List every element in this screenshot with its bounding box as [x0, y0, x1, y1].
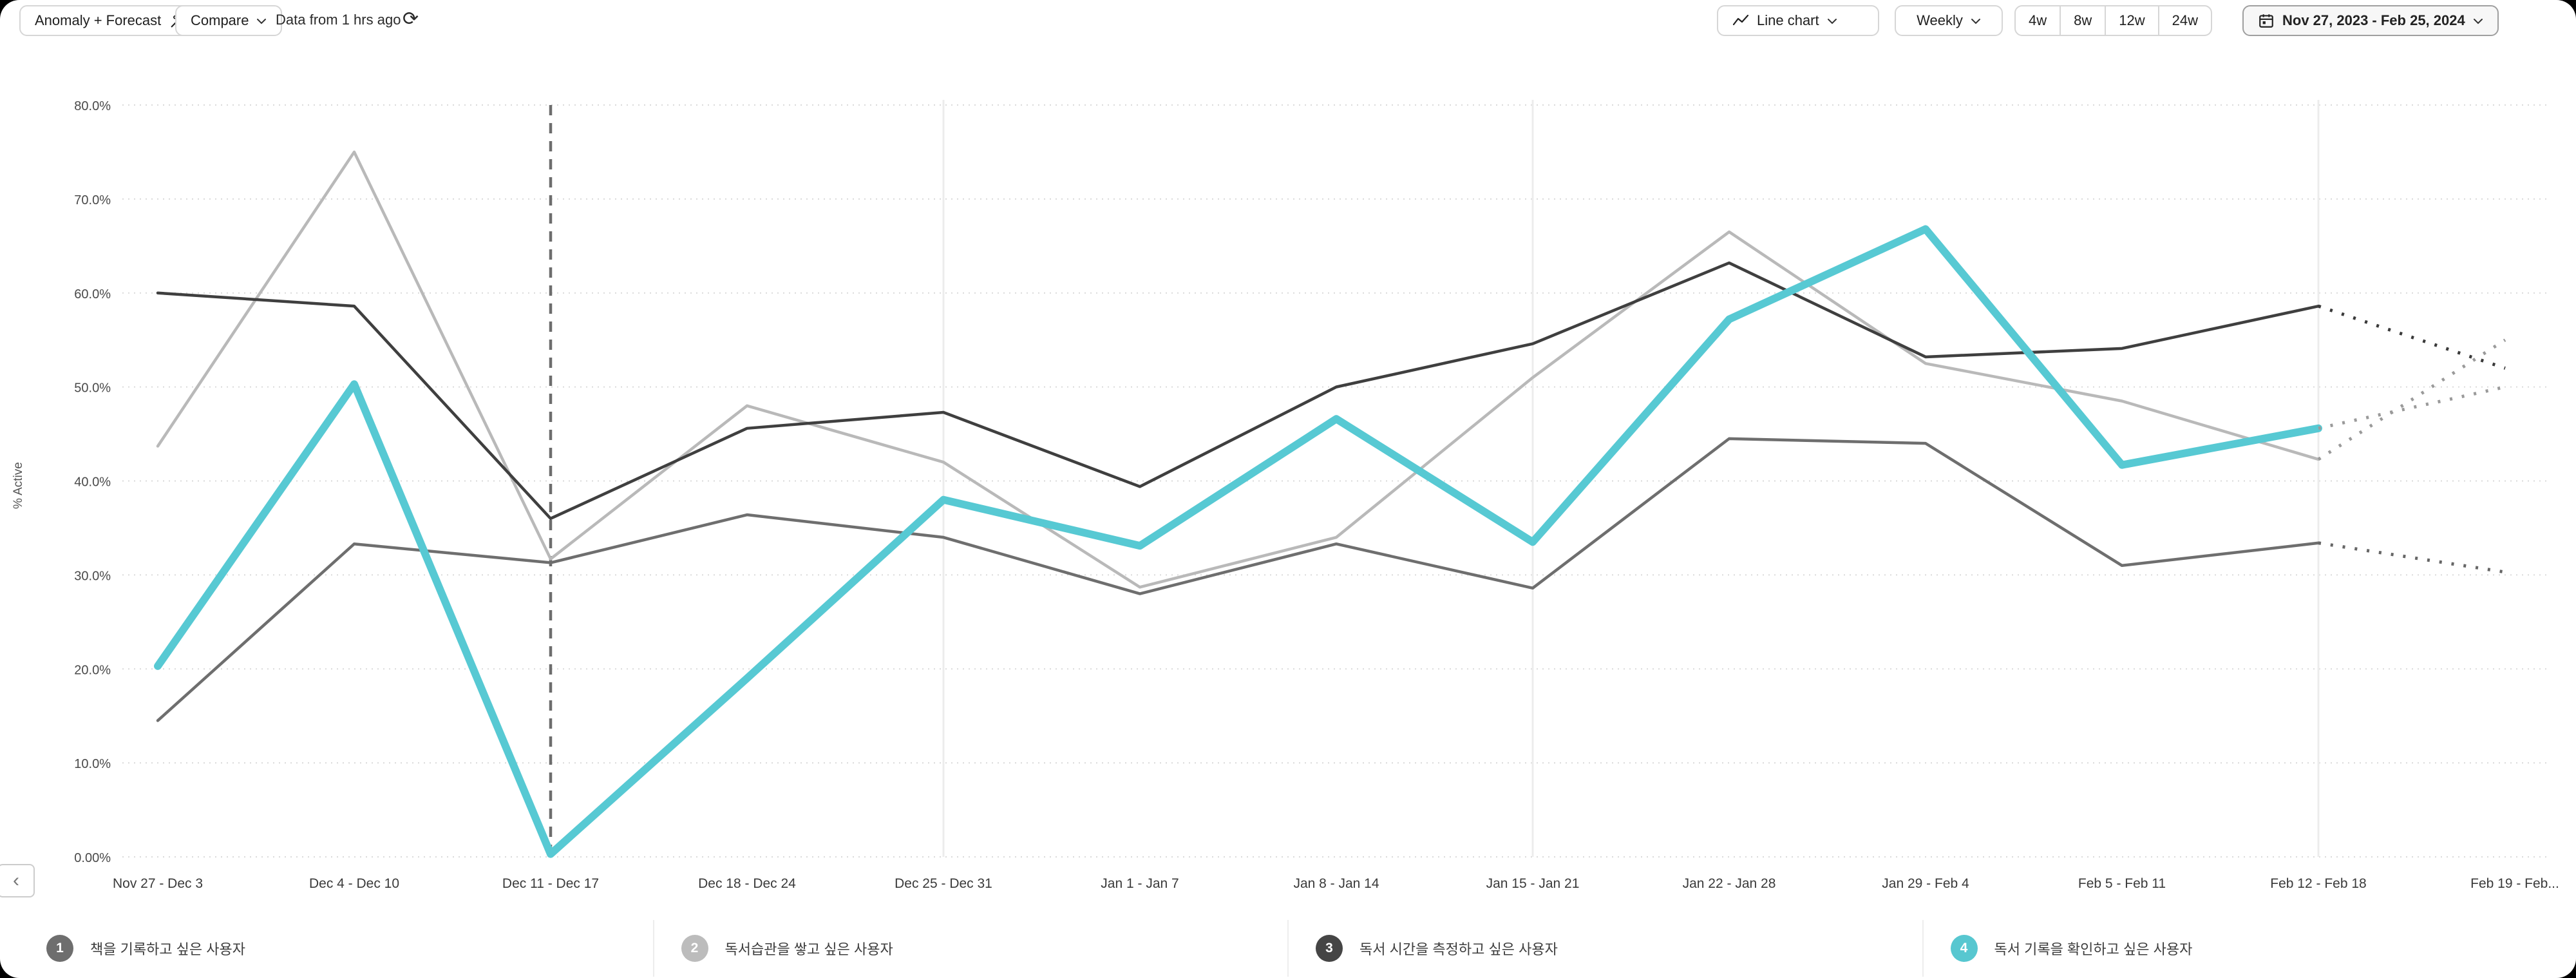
compare-label: Compare — [191, 12, 249, 28]
chevron-down-icon — [1827, 18, 1837, 24]
forecast-line-3 — [2318, 304, 2506, 370]
x-axis-tick-label: Jan 8 - Jan 14 — [1293, 876, 1379, 891]
x-axis-tick-label: Dec 4 - Dec 10 — [309, 876, 399, 891]
x-axis-tick-label: Jan 1 - Jan 7 — [1101, 876, 1179, 891]
x-axis-tick-label: Feb 12 - Feb 18 — [2270, 876, 2366, 891]
collapse-panel-button[interactable]: ‹ — [0, 864, 35, 897]
legend-item-2[interactable]: 2 독서습관을 쌓고 싶은 사용자 — [652, 920, 1288, 977]
line-chart-icon — [1732, 14, 1749, 28]
legend-label-1: 책을 기록하고 싶은 사용자 — [90, 941, 245, 957]
y-axis-tick-label: 0.00% — [74, 851, 111, 865]
forecast-line-4 — [2318, 385, 2506, 430]
range-preset-4w[interactable]: 4w — [2029, 12, 2047, 28]
range-preset-group: 4w 8w 12w 24w — [2014, 5, 2212, 36]
x-axis-tick-label: Jan 29 - Feb 4 — [1882, 876, 1969, 891]
legend-label-4: 독서 기록을 확인하고 싶은 사용자 — [1994, 941, 2193, 957]
y-axis-tick-label: 30.0% — [74, 569, 111, 583]
series-line-2[interactable] — [156, 150, 2320, 589]
legend-badge-3: 3 — [1316, 935, 1343, 962]
range-preset-24w[interactable]: 24w — [2157, 6, 2211, 35]
compare-button[interactable]: Compare — [175, 5, 283, 36]
legend-item-1[interactable]: 1 책을 기록하고 싶은 사용자 — [19, 920, 653, 977]
forecast-line-1 — [2318, 541, 2506, 574]
range-preset-12w[interactable]: 12w — [2105, 6, 2157, 35]
y-axis-tick-label: 40.0% — [74, 475, 111, 490]
chevron-left-icon: ‹ — [13, 870, 19, 891]
chevron-down-icon — [256, 18, 267, 24]
y-axis-tick-label: 20.0% — [74, 663, 111, 677]
y-axis-tick-label: 80.0% — [74, 99, 111, 113]
series-line-4[interactable] — [154, 225, 2322, 858]
calendar-icon — [2258, 12, 2275, 29]
refresh-icon[interactable]: ⟳ — [402, 8, 419, 30]
anomaly-forecast-label: Anomaly + Forecast — [35, 12, 162, 28]
y-axis-tick-label: 10.0% — [74, 757, 111, 771]
series-line-3[interactable] — [156, 261, 2320, 521]
date-range-label: Nov 27, 2023 - Feb 25, 2024 — [2282, 12, 2465, 28]
chevron-down-icon — [1971, 18, 1981, 24]
y-axis-tick-label: 60.0% — [74, 287, 111, 302]
granularity-label: Weekly — [1917, 12, 1963, 28]
series-legend: 1 책을 기록하고 싶은 사용자 2 독서습관을 쌓고 싶은 사용자 3 독서 … — [19, 920, 2557, 977]
x-axis-tick-label: Dec 25 - Dec 31 — [895, 876, 992, 891]
legend-label-2: 독서습관을 쌓고 싶은 사용자 — [724, 941, 893, 957]
x-axis-tick-label: Jan 15 - Jan 21 — [1486, 876, 1580, 891]
x-axis-tick-label: Dec 11 - Dec 17 — [502, 876, 599, 891]
x-axis-tick-label: Dec 18 - Dec 24 — [698, 876, 796, 891]
y-axis-tick-label: 70.0% — [74, 193, 111, 207]
legend-badge-2: 2 — [681, 935, 708, 962]
legend-item-4[interactable]: 4 독서 기록을 확인하고 싶은 사용자 — [1922, 920, 2557, 977]
chart-type-dropdown[interactable]: Line chart — [1717, 5, 1879, 36]
anomaly-forecast-button[interactable]: Anomaly + Forecast — [19, 5, 203, 36]
chevron-down-icon — [2473, 18, 2483, 24]
legend-label-3: 독서 시간을 측정하고 싶은 사용자 — [1359, 941, 1558, 957]
legend-badge-1: 1 — [46, 935, 73, 962]
date-range-button[interactable]: Nov 27, 2023 - Feb 25, 2024 — [2242, 5, 2499, 36]
chart-type-label: Line chart — [1757, 12, 1819, 28]
x-axis-tick-label: Feb 5 - Feb 11 — [2078, 876, 2166, 891]
series-line-1[interactable] — [156, 437, 2320, 722]
data-freshness-text: Data from 1 hrs ago — [276, 12, 401, 28]
legend-badge-4: 4 — [1950, 935, 1978, 962]
legend-item-3[interactable]: 3 독서 시간을 측정하고 싶은 사용자 — [1287, 920, 1922, 977]
x-axis-tick-label: Jan 22 - Jan 28 — [1683, 876, 1776, 891]
x-axis-tick-label: Nov 27 - Dec 3 — [113, 876, 203, 891]
y-axis-tick-label: 50.0% — [74, 381, 111, 396]
range-preset-8w[interactable]: 8w — [2060, 6, 2105, 35]
x-axis-tick-label: Feb 19 - Feb... — [2470, 876, 2559, 891]
granularity-dropdown[interactable]: Weekly — [1895, 5, 2003, 36]
forecast-line-2 — [2317, 338, 2506, 461]
